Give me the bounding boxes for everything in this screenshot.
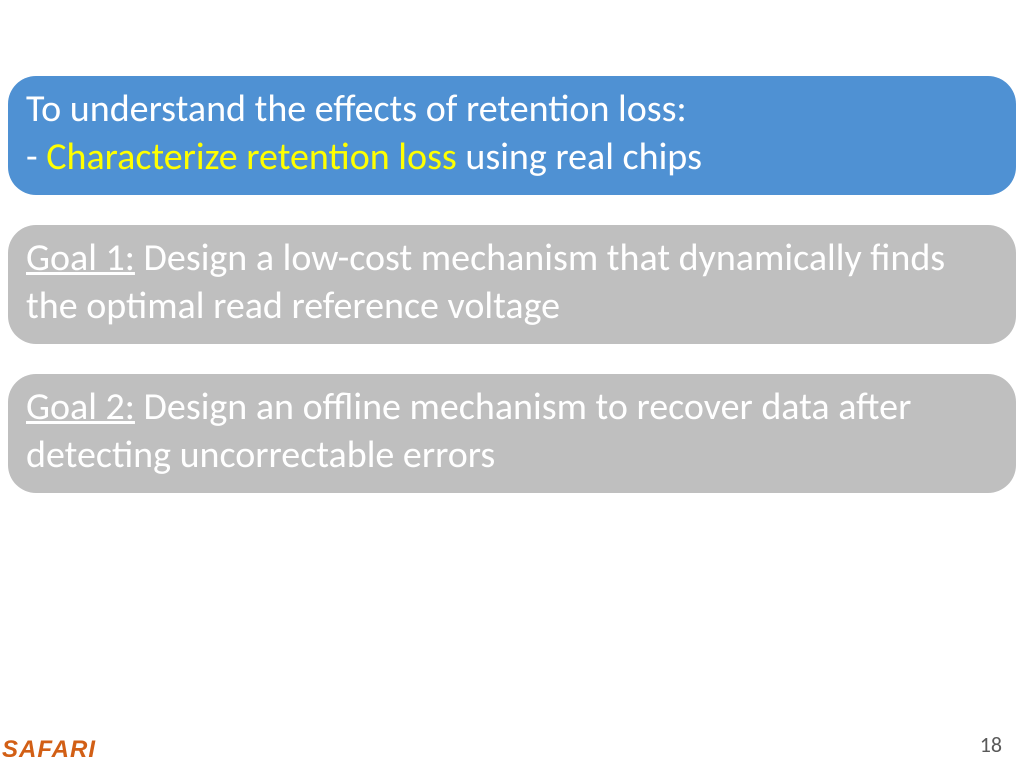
safari-logo: SAFARI xyxy=(2,736,96,764)
intro-line2-suffix: using real chips xyxy=(457,134,702,180)
page-number: 18 xyxy=(980,731,1002,758)
goal2-text: Design an offline mechanism to recover d… xyxy=(26,384,911,478)
goal1-label: Goal 1: xyxy=(26,235,135,281)
goal2-label: Goal 2: xyxy=(26,384,135,430)
slide: To understand the effects of retention l… xyxy=(0,0,1024,768)
intro-line1: To understand the effects of retention l… xyxy=(26,86,998,134)
goal1-box: Goal 1: Design a low-cost mechanism that… xyxy=(8,225,1016,344)
intro-box: To understand the effects of retention l… xyxy=(8,76,1016,195)
goal2-box: Goal 2: Design an offline mechanism to r… xyxy=(8,374,1016,493)
intro-line2-prefix: - xyxy=(26,134,46,180)
intro-line2-highlight: Characterize retention loss xyxy=(46,134,457,180)
intro-line2: - Characterize retention loss using real… xyxy=(26,134,998,182)
goal1-text: Design a low-cost mechanism that dynamic… xyxy=(26,235,945,329)
